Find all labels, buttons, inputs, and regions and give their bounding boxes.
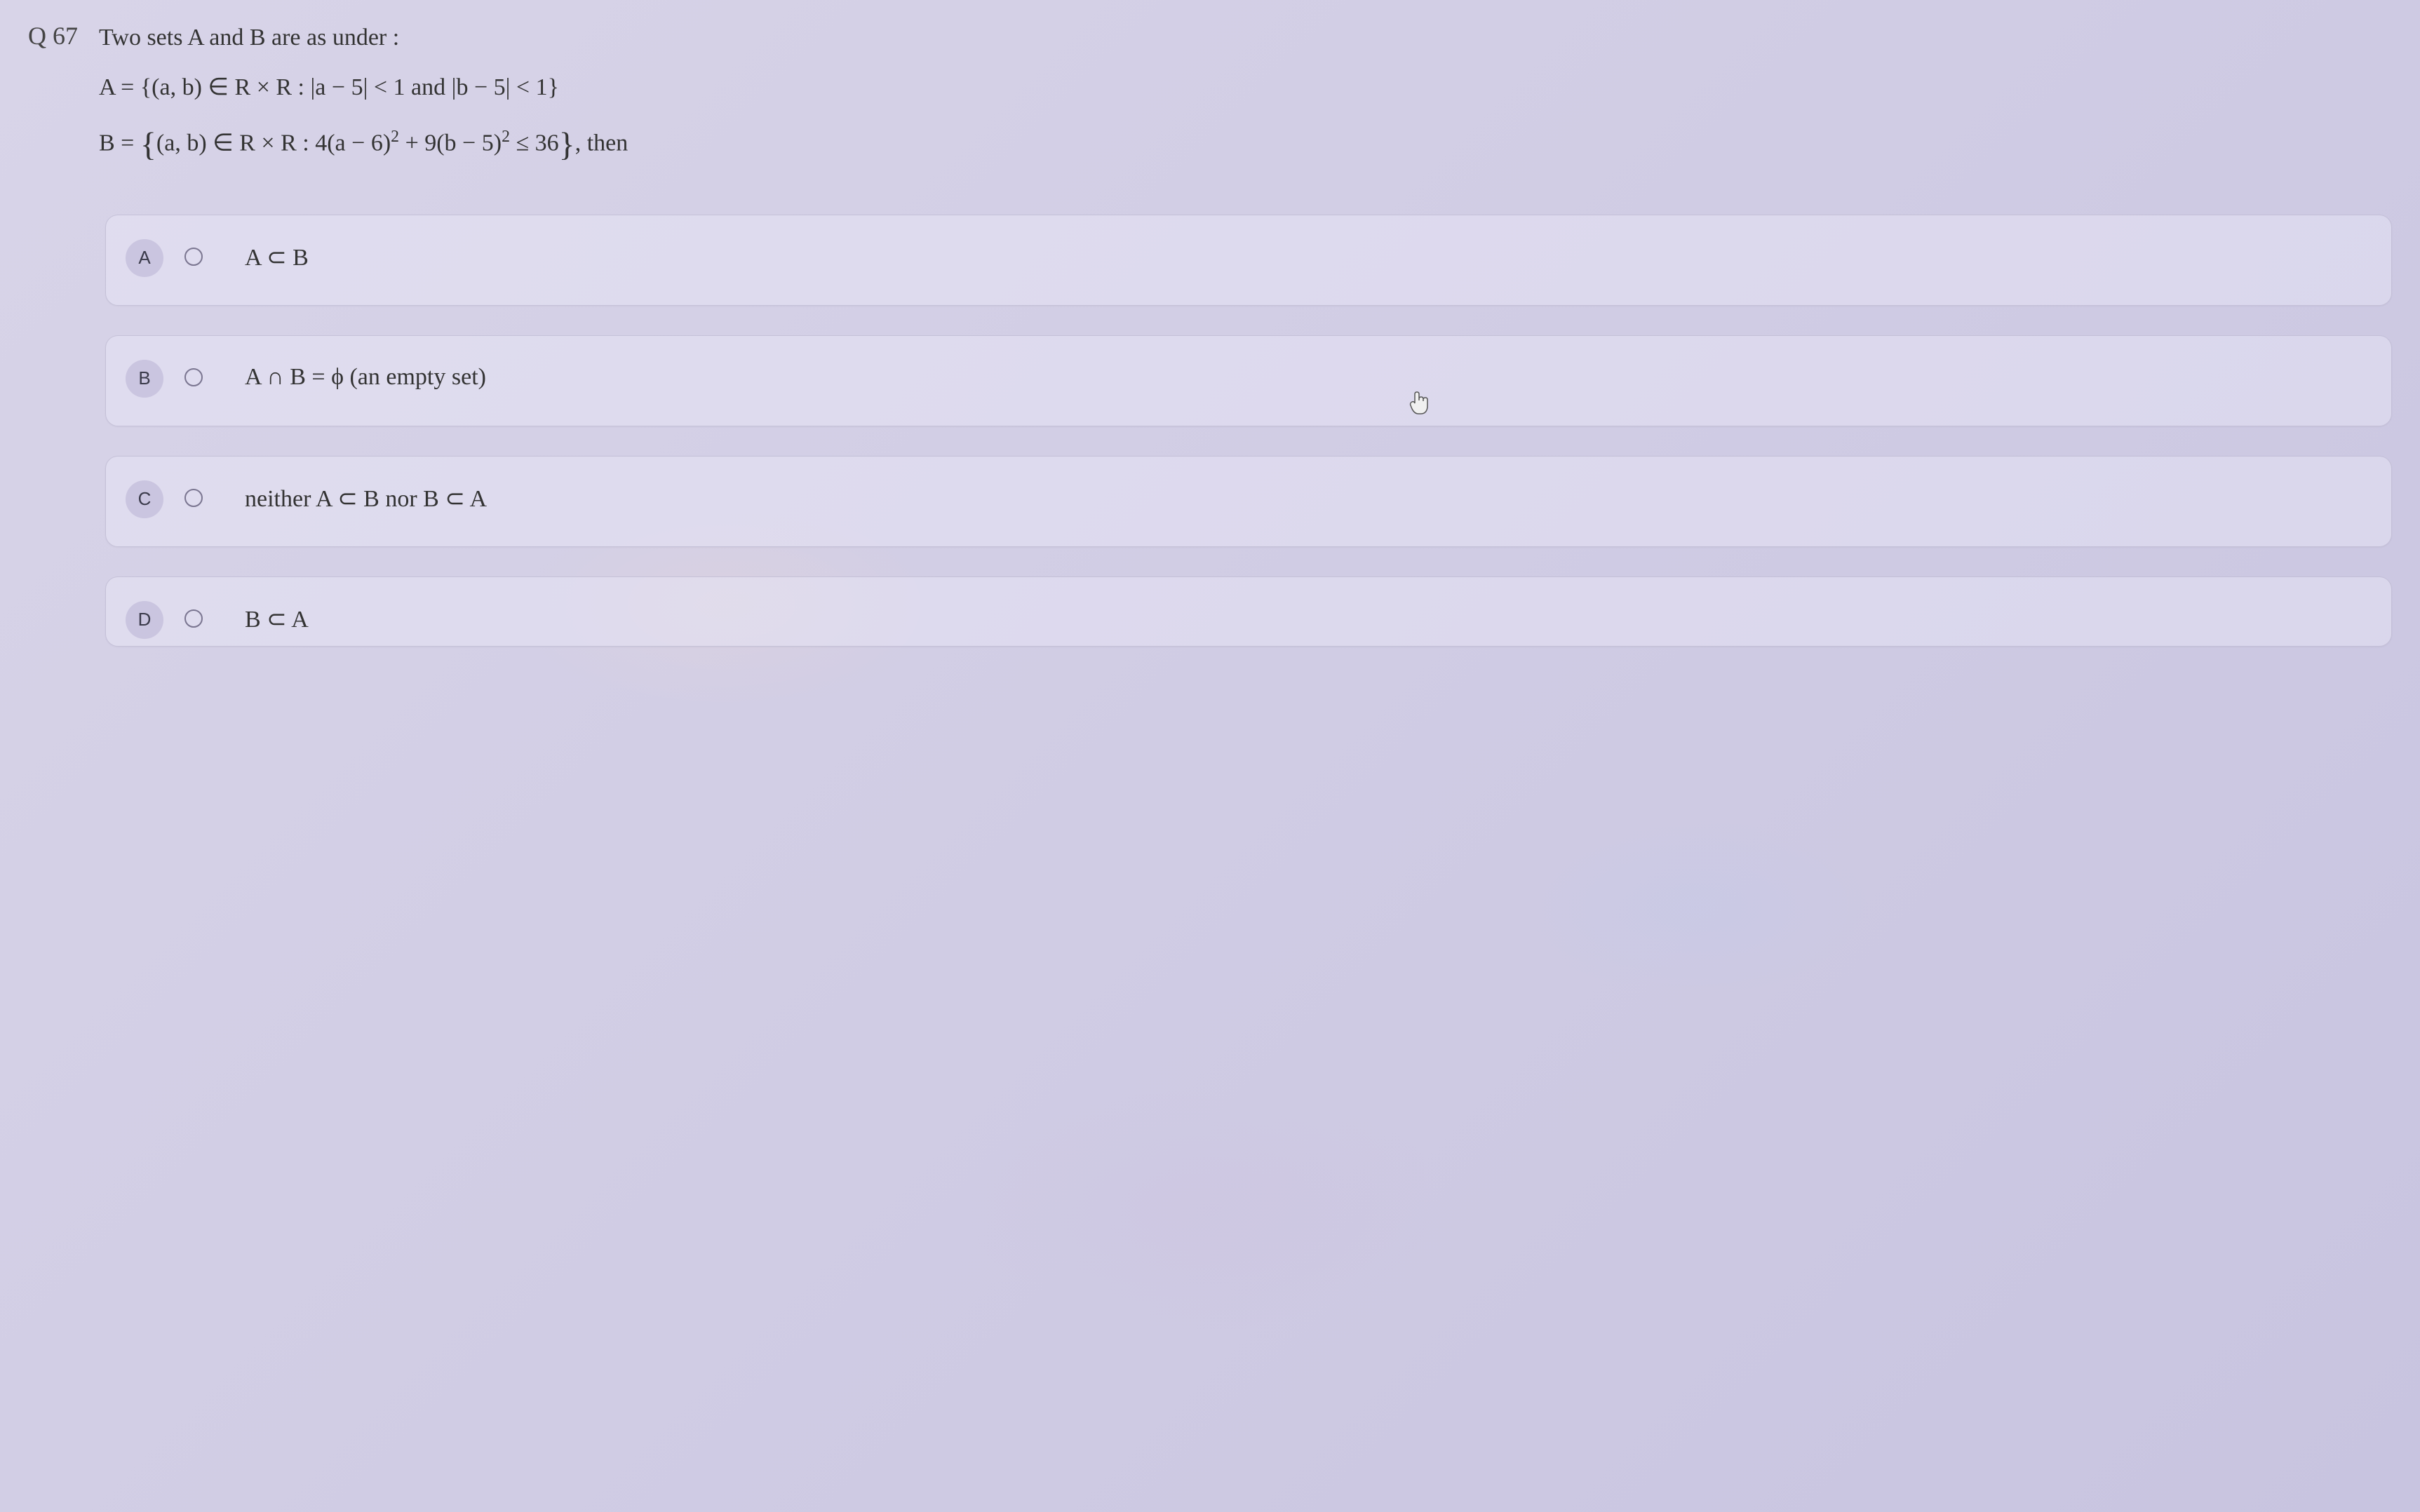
formula-b-sup1: 2 [391, 128, 399, 146]
option-a[interactable]: A A ⊂ B [105, 215, 2392, 306]
option-letter-badge: A [126, 239, 163, 277]
question-container: Q 67 Two sets A and B are as under : A =… [28, 21, 2392, 647]
option-letter-badge: D [126, 601, 163, 639]
formula-set-a: A = {(a, b) ∈ R × R : |a − 5| < 1 and |b… [99, 67, 2392, 108]
radio-icon[interactable] [184, 368, 203, 386]
option-text: B ⊂ A [224, 600, 309, 633]
formula-b-then: , then [575, 130, 628, 156]
option-text: A ∩ B = ϕ (an empty set) [224, 358, 486, 391]
cursor-hand-icon [1409, 391, 1430, 421]
formula-b-prefix: B = [99, 130, 140, 156]
radio-icon[interactable] [184, 248, 203, 266]
option-d[interactable]: D B ⊂ A [105, 576, 2392, 647]
option-text: A ⊂ B [224, 238, 309, 271]
option-letter-badge: C [126, 480, 163, 518]
right-brace-icon: } [559, 126, 575, 163]
radio-icon[interactable] [184, 489, 203, 507]
formula-b-suffix: ≤ 36 [510, 130, 559, 156]
left-brace-icon: { [140, 126, 156, 163]
question-header: Q 67 Two sets A and B are as under : A =… [28, 21, 2392, 180]
option-text: neither A ⊂ B nor B ⊂ A [224, 479, 487, 513]
option-c[interactable]: C neither A ⊂ B nor B ⊂ A [105, 456, 2392, 547]
formula-b-sup2: 2 [502, 128, 510, 146]
option-letter-badge: B [126, 360, 163, 398]
question-intro: Two sets A and B are as under : [99, 21, 2392, 55]
hand-pointer-icon [1409, 391, 1430, 416]
question-body: Two sets A and B are as under : A = {(a,… [99, 21, 2392, 180]
formula-b-mid: + 9(b − 5) [399, 130, 502, 156]
formula-set-b: B = {(a, b) ∈ R × R : 4(a − 6)2 + 9(b − … [99, 123, 2392, 163]
question-number: Q 67 [28, 21, 78, 50]
options-area: A A ⊂ B B A ∩ B = ϕ (an empty set) C nei… [105, 215, 2392, 647]
formula-b-body: (a, b) ∈ R × R : 4(a − 6) [156, 130, 391, 156]
radio-icon[interactable] [184, 609, 203, 628]
option-b[interactable]: B A ∩ B = ϕ (an empty set) [105, 335, 2392, 426]
